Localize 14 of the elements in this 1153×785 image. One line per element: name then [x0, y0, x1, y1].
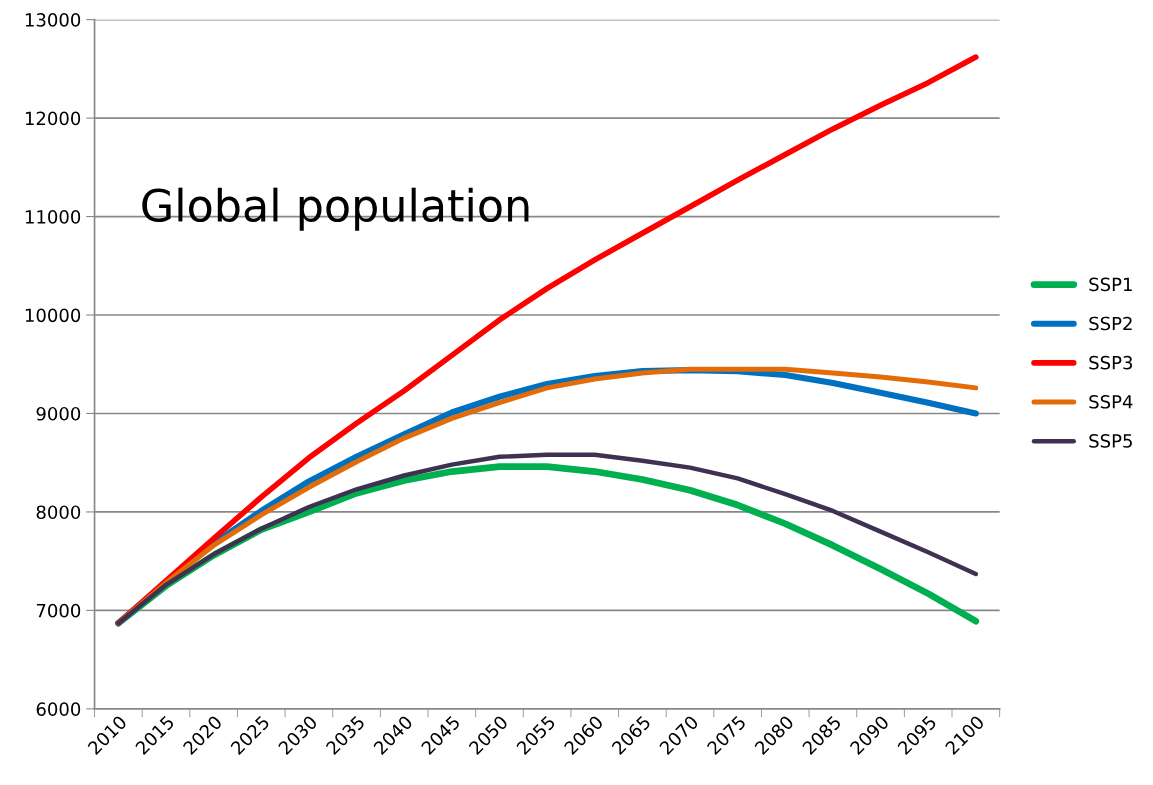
y-tick-label: 13000	[25, 13, 81, 27]
legend-label: SSP3	[1089, 355, 1133, 370]
y-tick-label: 11000	[25, 210, 81, 224]
y-tick-label: 10000	[25, 308, 81, 323]
y-tick-label: 12000	[25, 111, 81, 126]
y-tick-label: 9000	[36, 406, 81, 421]
legend-label: SSP4	[1089, 394, 1133, 409]
legend-label: SSP2	[1089, 316, 1132, 331]
y-tick-label: 8000	[36, 505, 81, 520]
legend-label: SSP1	[1089, 277, 1132, 292]
text: Global population	[142, 187, 529, 231]
legend-label: SSP5	[1089, 434, 1132, 448]
y-tick-label: 7000	[36, 603, 81, 618]
y-tick-label: 6000	[36, 702, 81, 716]
